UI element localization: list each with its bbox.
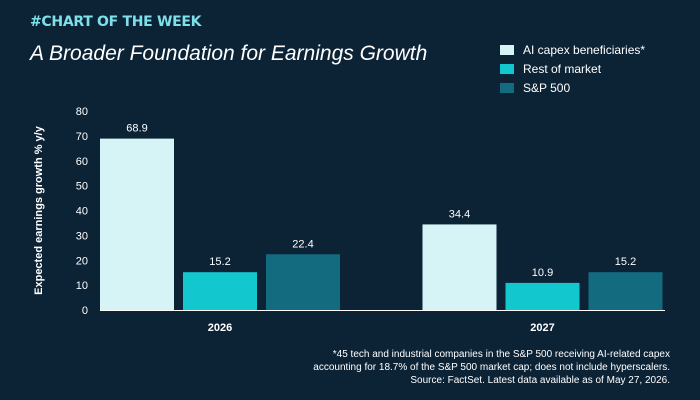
- bar-2026-series-1: [183, 272, 257, 310]
- legend-swatch-ai-capex: [500, 44, 514, 55]
- bar-2027-series-1: [505, 282, 580, 310]
- data-label-2026-series-2: 22.4: [292, 238, 313, 250]
- data-label-2027-series-1: 10.9: [532, 267, 553, 279]
- y-tick-label-40: 40: [76, 206, 88, 218]
- data-label-2026-series-1: 15.2: [209, 256, 230, 268]
- footnote-line-3: Source: FactSet. Latest data available a…: [410, 375, 670, 386]
- x-category-label-2027: 2027: [530, 322, 554, 334]
- footnote-line-2: accounting for 18.7% of the S&P 500 mark…: [313, 362, 670, 373]
- legend-swatch-rest-of-market: [500, 63, 514, 74]
- chart-legend: AI capex beneficiaries* Rest of market S…: [500, 40, 645, 97]
- bar-2026-series-2: [266, 254, 340, 310]
- y-tick-label-10: 10: [76, 280, 88, 292]
- data-label-2026-series-0: 68.9: [126, 123, 147, 135]
- x-category-label-2026: 2026: [208, 322, 232, 334]
- y-tick-label-80: 80: [76, 106, 88, 118]
- bar-2027-series-2: [588, 272, 663, 310]
- legend-item-rest-of-market: Rest of market: [500, 59, 645, 78]
- bar-2026-series-0: [100, 138, 174, 310]
- bar-2027-series-0: [422, 224, 497, 310]
- legend-swatch-sp500: [500, 82, 514, 93]
- footnote-line-1: *45 tech and industrial companies in the…: [332, 349, 670, 360]
- y-tick-label-30: 30: [76, 230, 88, 242]
- data-label-2027-series-2: 15.2: [615, 256, 636, 268]
- y-axis-title: Expected earnings growth % y/y: [33, 125, 45, 295]
- legend-label-ai-capex: AI capex beneficiaries*: [523, 42, 646, 57]
- y-tick-label-60: 60: [76, 156, 88, 168]
- legend-label-rest-of-market: Rest of market: [523, 61, 602, 76]
- legend-label-sp500: S&P 500: [523, 80, 571, 95]
- data-label-2027-series-0: 34.4: [449, 208, 470, 220]
- y-tick-label-20: 20: [76, 255, 88, 267]
- legend-item-sp500: S&P 500: [500, 78, 645, 97]
- chart-title: A Broader Foundation for Earnings Growth: [30, 42, 428, 65]
- chart-kicker: #CHART OF THE WEEK: [30, 14, 202, 30]
- legend-item-ai-capex: AI capex beneficiaries*: [500, 40, 645, 59]
- y-tick-label-70: 70: [76, 131, 88, 143]
- y-tick-label-0: 0: [82, 305, 88, 317]
- y-tick-label-50: 50: [76, 181, 88, 193]
- chart-footnote: *45 tech and industrial companies in the…: [313, 348, 670, 387]
